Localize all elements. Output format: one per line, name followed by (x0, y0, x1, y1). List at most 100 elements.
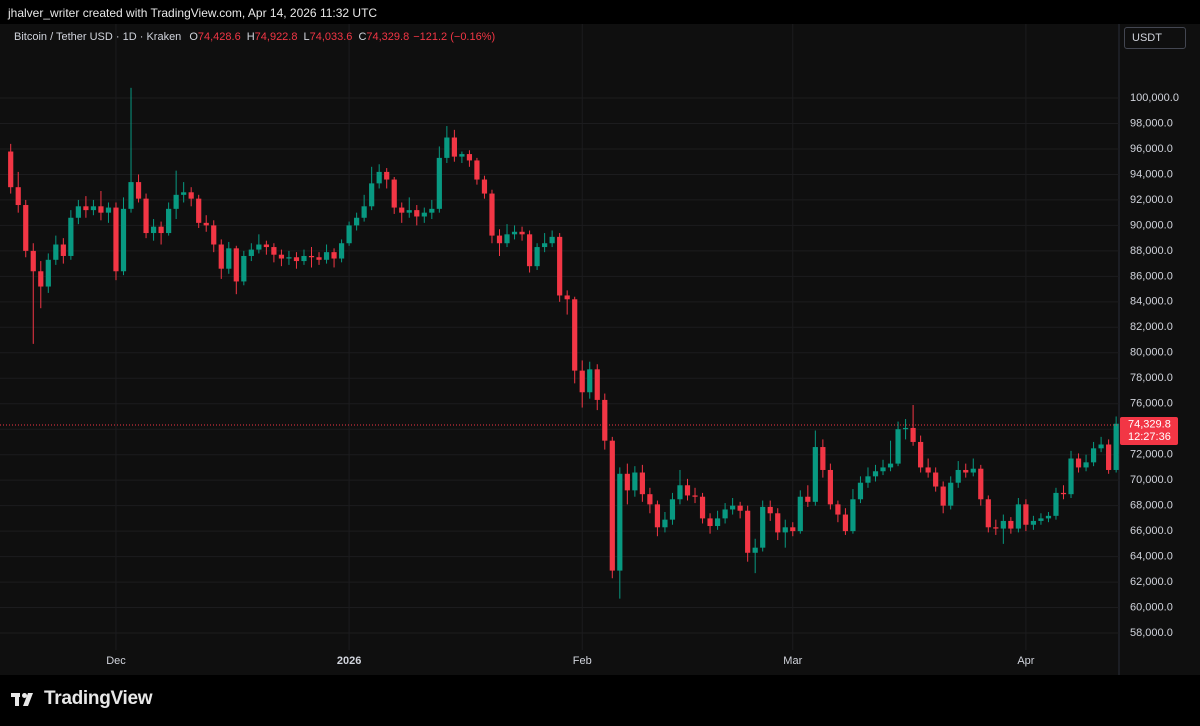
y-tick-label: 72,000.0 (1130, 449, 1173, 461)
candle-body (617, 473, 623, 571)
candle-body (143, 198, 149, 234)
candle-body (978, 468, 984, 500)
candle-body (887, 463, 894, 468)
candle-body (1045, 515, 1052, 519)
candle-body (526, 234, 533, 267)
y-tick-label: 84,000.0 (1130, 296, 1173, 308)
candle-body (256, 244, 262, 250)
candle-body (579, 370, 585, 393)
candle-body (30, 250, 36, 272)
candle-body (692, 495, 698, 497)
ohlc-key: O (189, 31, 198, 43)
candle-body (466, 154, 473, 161)
candle-body (53, 244, 59, 260)
candle-body (15, 187, 21, 206)
candle-body (654, 504, 661, 528)
y-tick-label: 64,000.0 (1130, 550, 1173, 562)
candle-body (271, 247, 277, 255)
candle-body (60, 244, 66, 256)
candle-body (45, 259, 51, 287)
candle-body (158, 226, 164, 234)
logo-part (15, 693, 19, 706)
brand: TradingView (44, 688, 153, 709)
candle-body (90, 206, 97, 211)
currency-button[interactable]: USDT (1124, 27, 1186, 49)
candle-body (602, 399, 608, 441)
candle-body (429, 208, 435, 213)
candle-body (23, 205, 29, 251)
candle-body (293, 257, 300, 262)
ohlc-key: H (246, 31, 255, 43)
y-tick-label: 58,000.0 (1130, 627, 1173, 639)
change: −121.2 (−0.16%) (413, 31, 496, 43)
candle-body (707, 518, 713, 527)
x-tick-label: Feb (573, 655, 592, 667)
candle-body (263, 244, 269, 248)
candle-body (805, 496, 811, 502)
candle-body (647, 494, 653, 505)
candle-body (113, 207, 119, 272)
grid (0, 24, 1119, 650)
candle-body (534, 247, 540, 267)
ohlc-key: L (303, 31, 310, 43)
candle-body (196, 198, 202, 223)
candle-body (323, 252, 330, 260)
candle-body (188, 192, 194, 199)
x-tick-label: Apr (1017, 655, 1034, 667)
candle-body (1060, 492, 1067, 495)
candle-body (782, 527, 788, 533)
candle-body (8, 151, 14, 188)
chart-panel (0, 24, 1200, 675)
candle-body (557, 236, 563, 296)
candle-body (181, 192, 187, 195)
candle-body (827, 469, 833, 505)
candle-body (211, 225, 217, 245)
candle-body (241, 255, 247, 282)
ohlc-value: 74,033.6 (309, 31, 353, 43)
candle-body (414, 210, 420, 217)
candle-body (594, 369, 600, 400)
symbol: Bitcoin / Tether USD · 1D · Kraken (14, 31, 182, 43)
candle-body (38, 271, 44, 287)
candle-body (83, 206, 89, 211)
y-tick-label: 94,000.0 (1130, 168, 1173, 180)
candle-body (835, 504, 841, 515)
candle-body (301, 255, 307, 262)
candle-body (820, 447, 826, 470)
candle-body (963, 469, 969, 473)
logo-part (23, 693, 33, 706)
candle-body (632, 472, 638, 491)
candle-body (745, 510, 751, 553)
candle-body (925, 467, 931, 473)
candle-body (173, 194, 179, 209)
candle-body (504, 234, 510, 244)
candle-body (316, 257, 322, 260)
logo-part (22, 693, 27, 698)
y-tick-label: 60,000.0 (1130, 601, 1173, 613)
axes: 58,000.0 60,000.0 62,000.0 64,000.0 66,000.0… (106, 92, 1179, 667)
candle-body (902, 427, 909, 430)
candle-body (699, 496, 706, 519)
candle-body (346, 225, 352, 244)
candle-body (1008, 520, 1014, 529)
candle-body (98, 206, 104, 213)
candle-body (369, 183, 375, 207)
candle-body (361, 206, 367, 218)
candle-body (1038, 518, 1044, 521)
candle-body (406, 210, 412, 213)
candle-body (474, 160, 480, 180)
candle-body (451, 137, 457, 157)
candle-body (1075, 458, 1082, 468)
candle-body (444, 137, 450, 158)
candle-body (993, 527, 999, 529)
candle-body (669, 499, 676, 520)
candle-body (1023, 504, 1029, 525)
candle-body (489, 193, 495, 236)
candle-body (68, 217, 74, 256)
candle-body (120, 208, 127, 272)
candle-body (760, 506, 766, 548)
candle-body (226, 248, 232, 269)
y-tick-label: 80,000.0 (1130, 347, 1173, 359)
candle-body (1068, 458, 1074, 495)
